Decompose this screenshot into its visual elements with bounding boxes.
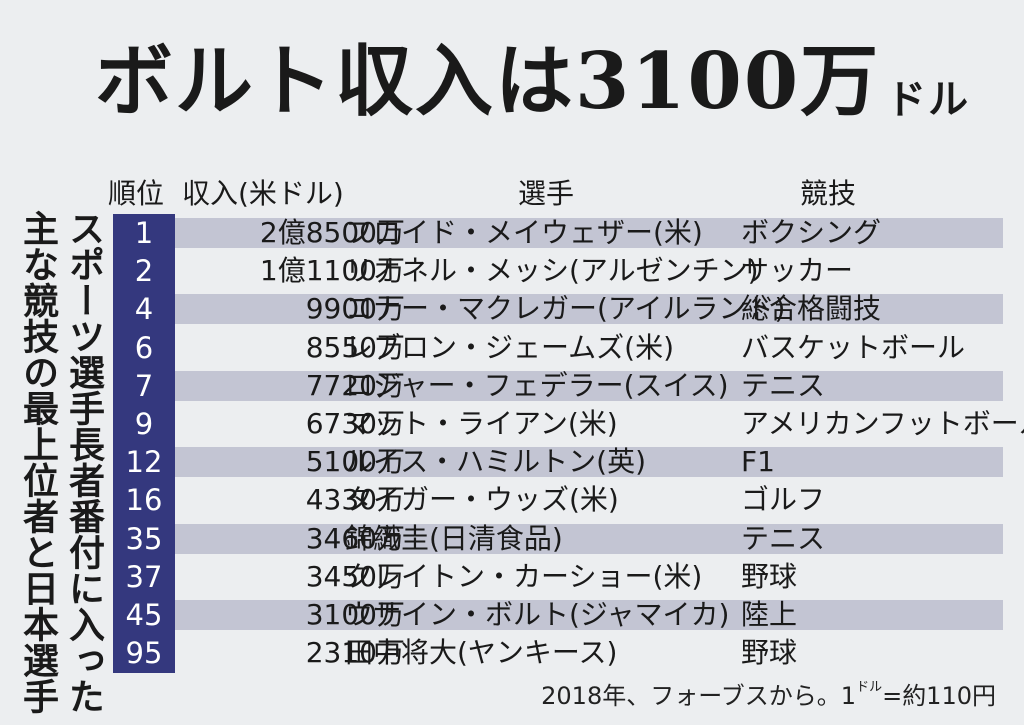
table-row: 12 5100万 ルイス・ハミルトン(英) F1 [113,445,1003,479]
rank-cell: 35 [125,521,163,556]
header-sport: 競技 [800,177,857,210]
row-stripe [175,447,1003,478]
table-row: 6 8550万 レブロン・ジェームズ(米) バスケットボール [113,331,1003,365]
rank-cell: 4 [134,292,154,327]
table-row: 45 3100万 ウサイン・ボルト(ジャマイカ) 陸上 [113,598,1003,632]
rank-cell: 12 [125,445,163,480]
sport-cell: バスケットボール [741,330,966,364]
sport-cell: ボクシング [741,216,882,249]
sport-cell: ゴルフ [741,483,826,517]
table-row: 95 2310万 田中将大(ヤンキース) 野球 [113,636,1003,670]
sport-cell: サッカー [741,254,854,288]
rank-cell: 37 [125,559,163,594]
side-caption-line1: スポーツ選手長者番付に入った [63,210,104,714]
footnote-rate: =約110円 [882,682,996,710]
sport-cell: 総合格闘技 [741,292,882,326]
side-caption-line2: 主な競技の最上位者と日本選手 [17,210,58,714]
footnote: 2018年、フォーブスから。1ドル=約110円 [541,676,996,711]
income-cell: 4330万 [305,483,405,517]
player-cell: マット・ライアン(米) [345,407,618,440]
player-cell: クレイトン・カーショー(米) [345,559,703,593]
rank-cell: 2 [134,254,154,289]
income-cell: 9900万 [305,292,405,326]
header-rank: 順位 [108,177,165,210]
player-cell: レブロン・ジェームズ(米) [345,330,675,364]
table-row: 2 1億1100万 リオネル・メッシ(アルゼンチン) サッカー [113,254,1003,288]
rank-cell: 95 [125,636,163,671]
player-cell: ロジャー・フェデラー(スイス) [345,368,729,402]
rank-cell: 7 [134,368,154,403]
player-cell: 田中将大(ヤンキース) [345,636,618,670]
income-cell: 3460万 [305,521,405,555]
rank-cell: 9 [134,407,154,441]
rank-cell: 16 [125,483,163,518]
headline: ボルト収入は3100万 ドル [95,22,995,142]
table-row: 1 2億8500万 フロイド・メイウェザー(米) ボクシング [113,216,1003,250]
header-income: 収入(米ドル) [182,177,344,210]
row-stripe [175,218,1003,248]
income-cell: 8550万 [305,330,405,364]
income-cell: 6730万 [305,407,405,440]
sport-cell: 陸上 [741,598,798,631]
row-stripe [175,294,1003,325]
row-stripe [175,600,1003,630]
player-cell: タイガー・ウッズ(米) [345,483,619,517]
income-cell: 7720万 [305,368,405,402]
player-cell: ルイス・ハミルトン(英) [345,445,647,479]
player-cell: リオネル・メッシ(アルゼンチン) [345,254,759,288]
table-row: 9 6730万 マット・ライアン(米) アメリカンフットボール [113,407,1024,441]
income-cell: 2億8500万 [259,216,405,249]
rank-cell: 6 [134,330,154,365]
headline-unit: ドル [886,76,971,123]
header-player: 選手 [518,177,575,210]
sport-cell: 野球 [741,636,798,670]
table-row: 4 9900万 コナー・マクレガー(アイルランド) 総合格闘技 [113,292,1003,326]
row-stripe [175,370,1003,401]
player-cell: フロイド・メイウェザー(米) [345,216,703,249]
player-cell: コナー・マクレガー(アイルランド) [345,292,786,326]
footnote-text: 2018年、フォーブスから。1 [541,682,857,710]
income-cell: 3450万 [305,559,405,593]
player-cell: ウサイン・ボルト(ジャマイカ) [345,598,730,631]
income-cell: 2310万 [305,636,405,670]
sport-cell: F1 [741,445,775,479]
income-cell: 1億1100万 [259,254,405,288]
sport-cell: テニス [741,521,826,555]
income-cell: 3100万 [305,598,405,631]
table-row: 37 3450万 クレイトン・カーショー(米) 野球 [113,560,1003,594]
table-row: 16 4330万 タイガー・ウッズ(米) ゴルフ [113,483,1003,517]
player-cell: 錦織圭(日清食品) [345,521,563,555]
table-row: 7 7720万 ロジャー・フェデラー(スイス) テニス [113,369,1003,403]
sport-cell: アメリカンフットボール [741,407,1024,440]
income-cell: 5100万 [305,445,405,479]
rank-column-background [113,214,175,673]
sport-cell: 野球 [741,559,798,593]
rank-cell: 1 [134,216,154,250]
rank-cell: 45 [125,598,163,632]
headline-text: ボルト収入は3100万 [95,36,881,127]
row-stripe [175,523,1003,554]
footnote-unit: ドル [856,680,883,695]
table-row: 35 3460万 錦織圭(日清食品) テニス [113,522,1003,556]
sport-cell: テニス [741,368,826,402]
